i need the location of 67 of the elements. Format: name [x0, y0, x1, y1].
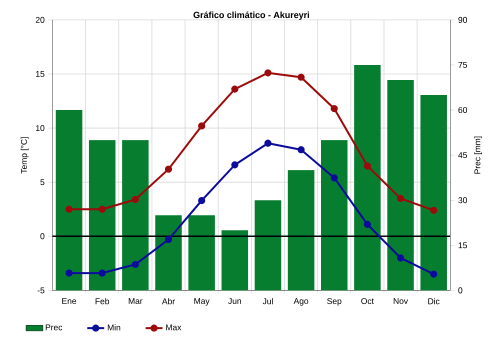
bar — [254, 200, 282, 290]
x-tick-label: Sep — [327, 298, 342, 306]
point — [231, 161, 238, 168]
y-tick-label: 10 — [36, 125, 44, 132]
y2-tick-label: 45 — [458, 152, 468, 158]
point — [231, 86, 238, 93]
y2-tick-label: 75 — [458, 62, 468, 68]
bar — [122, 140, 149, 290]
point — [264, 69, 272, 76]
point — [65, 206, 73, 213]
x-tick-label: Jun — [228, 298, 242, 304]
x-tick-label: Oct — [361, 298, 374, 304]
y2-tick-label: 30 — [458, 197, 468, 204]
bar — [320, 140, 348, 290]
y2-tick-label: 60 — [458, 107, 468, 114]
x-tick-label: Dic — [428, 298, 440, 304]
x-tick-label: May — [194, 298, 210, 306]
y2-tick-label: 90 — [458, 16, 468, 23]
x-tick-label: Ene — [62, 298, 76, 304]
point — [65, 269, 73, 277]
bar — [56, 110, 82, 290]
x-tick-label: Feb — [96, 298, 110, 304]
y-tick-label: 5 — [40, 179, 44, 186]
point — [430, 270, 438, 278]
point — [132, 260, 139, 268]
x-tick-label: Mar — [128, 298, 142, 304]
y-tick-label: 0 — [40, 233, 44, 240]
point — [164, 166, 172, 173]
y-tick-label: 20 — [36, 16, 44, 23]
point — [98, 269, 106, 277]
bar — [188, 215, 215, 290]
bar — [387, 80, 414, 290]
point — [298, 146, 305, 154]
point — [364, 220, 371, 228]
bar — [155, 215, 182, 290]
y2-tick-label: 15 — [458, 242, 468, 248]
legend-label: Min — [108, 324, 120, 330]
bar — [420, 95, 447, 290]
point — [98, 206, 106, 213]
point — [430, 206, 438, 214]
x-tick-label: Nov — [394, 298, 408, 304]
bar — [222, 230, 248, 290]
point — [298, 74, 305, 81]
point — [198, 122, 206, 130]
y-axis-title: Temp [°C] — [20, 137, 29, 174]
point — [164, 236, 172, 244]
bar — [88, 140, 116, 290]
y-tick-label: -5 — [38, 287, 44, 294]
x-tick-label: Ago — [294, 298, 308, 306]
y2-axis-title: Prec [mm] — [474, 136, 482, 174]
point — [364, 162, 371, 170]
point — [396, 194, 404, 202]
legend-label: Max — [166, 324, 182, 330]
y-tick-label: 15 — [36, 71, 44, 77]
point — [264, 140, 272, 147]
point — [330, 104, 338, 112]
bar — [288, 170, 314, 290]
legend-label: Prec — [46, 324, 62, 330]
point — [132, 196, 139, 204]
point — [396, 254, 404, 262]
point — [198, 196, 206, 204]
x-tick-label: Abr — [162, 298, 175, 304]
y2-tick-label: 0 — [458, 287, 462, 294]
chart-title: Gráfico climático - Akureyri — [194, 11, 309, 20]
point — [330, 174, 338, 182]
x-tick-label: Jul — [262, 298, 273, 304]
bar — [354, 64, 381, 290]
